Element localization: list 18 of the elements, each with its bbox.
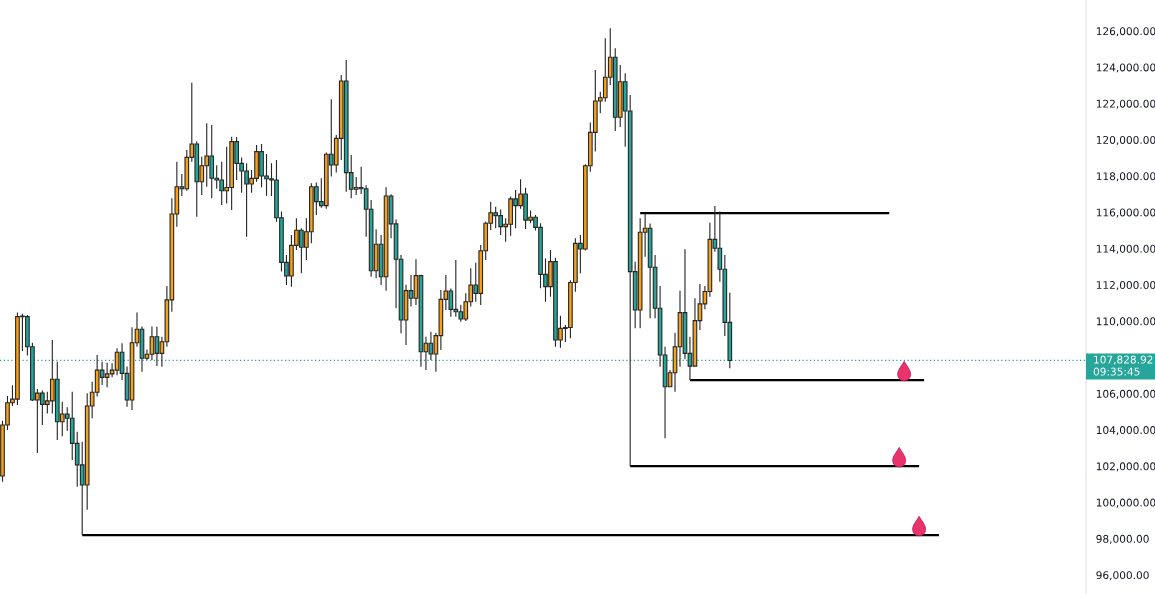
ref-line-label: 107,828.92 <box>1094 355 1153 365</box>
y-tick-label: 110,000.00 <box>1096 317 1155 327</box>
text: 09:35:45 <box>1093 367 1140 376</box>
y-tick-label: 98,000.00 <box>1096 534 1149 544</box>
y-tick-label: 106,000.00 <box>1096 389 1155 399</box>
y-tick-label: 114,000.00 <box>1096 244 1155 254</box>
y-tick-label: 120,000.00 <box>1096 135 1155 146</box>
y-tick-label: 104,000.00 <box>1096 426 1155 436</box>
y-tick-label: 112,000.00 <box>1096 281 1155 291</box>
candlestick <box>114 347 120 376</box>
y-tick-label: 124,000.00 <box>1096 63 1155 73</box>
y-tick-label: 118,000.00 <box>1096 172 1155 182</box>
y-tick-label: 96,000.00 <box>1096 571 1149 581</box>
y-tick-label: 126,000.00 <box>1096 27 1155 37</box>
y-tick-label: 116,000.00 <box>1096 208 1155 218</box>
y-tick-label: 122,000.00 <box>1096 99 1155 109</box>
y-tick-label: 102,000.00 <box>1096 462 1155 472</box>
y-tick-label: 100,000.00 <box>1096 498 1155 508</box>
